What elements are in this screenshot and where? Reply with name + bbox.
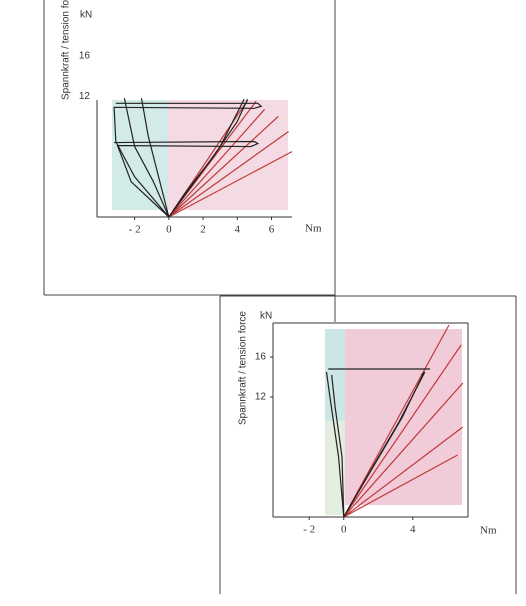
y-axis-label: Spannkraft / tension force bbox=[238, 311, 249, 425]
x-tick-label: 0 bbox=[166, 224, 172, 236]
x-axis-label: Nm bbox=[480, 525, 497, 537]
y-unit: kN bbox=[260, 311, 272, 322]
series-line bbox=[168, 130, 289, 218]
y-tick-label: 12 bbox=[255, 392, 267, 403]
y-tick-label: 16 bbox=[79, 51, 91, 62]
series-line bbox=[343, 382, 464, 518]
x-tick-label: 0 bbox=[341, 524, 347, 536]
series-line bbox=[168, 151, 293, 218]
series-line bbox=[343, 373, 424, 518]
bg-teal bbox=[112, 100, 168, 210]
x-tick-label: 6 bbox=[269, 224, 275, 236]
series-line bbox=[343, 426, 464, 518]
series-line bbox=[123, 98, 170, 218]
bg-pink bbox=[345, 329, 462, 505]
series-line bbox=[168, 99, 245, 218]
y-axis-label: Spannkraft / tension force bbox=[61, 0, 72, 100]
background-photo bbox=[112, 100, 462, 515]
series-line bbox=[140, 98, 170, 218]
x-tick-label: 2 bbox=[200, 224, 206, 236]
y-tick-label: 12 bbox=[79, 91, 91, 102]
series-line bbox=[343, 454, 458, 518]
x-tick-label: - 2 bbox=[303, 524, 315, 536]
series-line bbox=[168, 115, 279, 218]
x-tick-label: 4 bbox=[235, 224, 241, 236]
series-line bbox=[114, 140, 260, 218]
series-line bbox=[168, 108, 266, 218]
series-line bbox=[343, 344, 462, 518]
series-line bbox=[331, 374, 345, 518]
series-line bbox=[325, 371, 345, 518]
series-line bbox=[343, 324, 450, 518]
x-tick-label: 4 bbox=[410, 524, 416, 536]
series-line bbox=[113, 102, 263, 218]
y-tick-label: 16 bbox=[255, 352, 267, 363]
y-unit: kN bbox=[80, 10, 92, 21]
x-tick-label: - 2 bbox=[129, 224, 141, 236]
x-axis-label: Nm bbox=[305, 223, 322, 235]
